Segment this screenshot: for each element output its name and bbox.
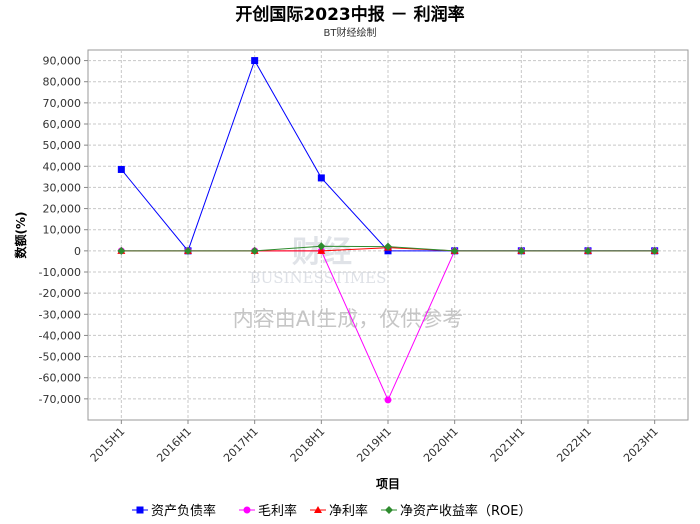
legend-item: 净利率 xyxy=(310,503,368,519)
data-point xyxy=(317,242,326,251)
data-point xyxy=(384,247,392,255)
legend-marker xyxy=(385,506,393,514)
x-axis-ticks: 2015H1 2016H1 2017H1 2018H1 2019H1 2020H1 2021… xyxy=(88,420,661,465)
y-tick-label: 20,000 xyxy=(43,203,82,216)
data-point xyxy=(317,174,325,182)
data-point xyxy=(317,246,326,254)
y-tick-label: 0 xyxy=(74,245,81,258)
legend-label: 净利率 xyxy=(329,503,368,519)
y-tick-label: 40,000 xyxy=(43,160,82,173)
series-layer xyxy=(117,57,659,404)
legend-label: 毛利率 xyxy=(258,503,297,519)
series-3 xyxy=(117,242,659,255)
legend-label: 净资产收益率（ROE） xyxy=(400,503,531,519)
x-tick-label: 2018H1 xyxy=(288,425,328,465)
x-tick-label: 2020H1 xyxy=(421,425,461,465)
y-tick-label: 70,000 xyxy=(43,97,82,110)
y-axis-ticks: 90,000 80,000 70,000 60,000 50,000 40,000 30,0… xyxy=(39,55,88,406)
y-tick-label: -70,000 xyxy=(39,393,81,406)
legend-item: 资产负债率 xyxy=(132,503,216,519)
x-tick-label: 2022H1 xyxy=(554,425,594,465)
y-tick-label: 60,000 xyxy=(43,118,82,131)
data-point xyxy=(584,246,592,255)
x-tick-label: 2017H1 xyxy=(221,425,261,465)
data-point xyxy=(251,57,259,65)
data-point xyxy=(117,165,125,173)
legend-item: 净资产收益率（ROE） xyxy=(381,503,531,519)
data-point xyxy=(250,246,259,255)
chart-subtitle: BT财经绘制 xyxy=(324,26,377,39)
watermark-logo-en: BUSINESSTIMES xyxy=(250,269,387,287)
legend-label: 资产负债率 xyxy=(151,503,216,519)
data-point xyxy=(384,242,392,251)
y-tick-label: -50,000 xyxy=(39,351,81,364)
legend-marker xyxy=(243,506,251,514)
x-tick-label: 2015H1 xyxy=(88,425,128,465)
y-tick-label: 90,000 xyxy=(43,55,82,68)
y-tick-label: -20,000 xyxy=(39,287,81,300)
x-tick-label: 2019H1 xyxy=(354,425,394,465)
y-tick-label: -10,000 xyxy=(39,266,81,279)
data-point xyxy=(517,246,526,255)
legend-marker xyxy=(136,506,144,514)
legend-item: 毛利率 xyxy=(239,503,297,519)
data-point xyxy=(650,246,659,255)
x-tick-label: 2021H1 xyxy=(488,425,528,465)
x-axis-label: 项目 xyxy=(376,477,400,491)
x-tick-label: 2023H1 xyxy=(621,425,661,465)
data-point xyxy=(450,246,459,255)
legend-marker xyxy=(314,506,322,513)
y-axis-label: 数额(%) xyxy=(13,212,28,259)
y-tick-label: 10,000 xyxy=(43,224,82,237)
y-tick-label: -60,000 xyxy=(39,372,81,385)
y-tick-label: 50,000 xyxy=(43,139,82,152)
y-tick-label: -30,000 xyxy=(39,308,81,321)
legend: 资产负债率 毛利率 净利率 净资产收益率（ROE） xyxy=(132,503,531,519)
y-tick-label: 30,000 xyxy=(43,181,82,194)
data-point xyxy=(184,246,192,255)
chart-title: 开创国际2023中报 － 利润率 xyxy=(235,4,464,25)
data-point xyxy=(384,396,392,404)
x-tick-label: 2016H1 xyxy=(154,425,194,465)
data-point xyxy=(117,246,126,255)
y-tick-label: 80,000 xyxy=(43,76,82,89)
y-tick-label: -40,000 xyxy=(39,329,81,342)
